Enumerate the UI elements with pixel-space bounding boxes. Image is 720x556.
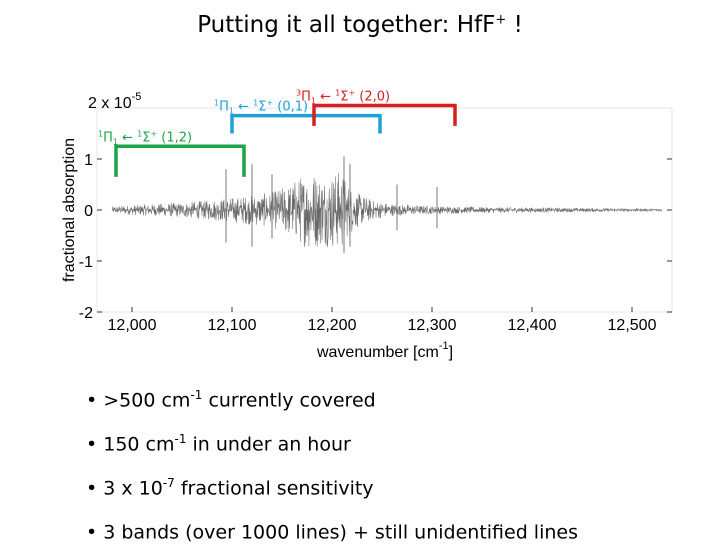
y-tick-label: -2	[79, 305, 93, 322]
y-tick-label: 1	[84, 152, 93, 169]
slide-title-superscript: +	[495, 12, 507, 28]
x-tick-label: 12,300	[408, 317, 457, 334]
bullet-text-end: currently covered	[202, 389, 376, 412]
band-0-1: 1Π1 ← 1Σ+ (0,1)	[214, 99, 382, 134]
x-tick-label: 12,100	[208, 317, 257, 334]
band-1-2-bracket	[114, 144, 246, 177]
y-multiplier-base: 2 x 10	[88, 95, 132, 112]
x-tick-label: 12,500	[608, 317, 657, 334]
bullet-superscript: -7	[162, 476, 175, 490]
bullet-superscript: -1	[174, 432, 187, 446]
y-multiplier-label: 2 x 10-5	[88, 91, 141, 112]
bullet-list: • >500 cm-1 currently covered • 150 cm-1…	[86, 380, 578, 556]
band-2-0: 3Π1 ← 1Σ+ (2,0)	[296, 88, 457, 126]
x-axis-label: wavenumber [cm-1]	[316, 340, 453, 361]
band-0-1-label: 1Π1 ← 1Σ+ (0,1)	[214, 99, 308, 116]
bullet-text: • 150 cm	[86, 433, 175, 456]
x-tick-label: 12,200	[308, 317, 357, 334]
bullet-text: • 3 x 10	[86, 477, 163, 500]
bullet-text-end: fractional sensitivity	[174, 477, 374, 500]
x-axis-label-end: ]	[449, 344, 453, 361]
bullet-text: • >500 cm	[86, 389, 191, 412]
x-axis-label-base: wavenumber [cm	[316, 344, 439, 361]
spectrum-line	[111, 172, 663, 248]
band-2-0-label: 3Π1 ← 1Σ+ (2,0)	[296, 88, 390, 105]
bullet-item: • 150 cm-1 in under an hour	[86, 424, 578, 468]
band-annotations: 1Π1 ← 1Σ+ (1,2) 1Π1 ← 1Σ+ (0,1)3Π1 ← 1Σ+ …	[98, 88, 457, 177]
bullet-item: • 3 bands (over 1000 lines) + still unid…	[86, 512, 578, 556]
slide-title-end: !	[506, 12, 523, 38]
y-multiplier-exponent: -5	[132, 91, 142, 103]
y-tick-label: 0	[84, 203, 93, 220]
x-axis-label-exponent: -1	[439, 340, 449, 352]
bullet-item: • 3 x 10-7 fractional sensitivity	[86, 468, 578, 512]
axes: -2 -1 0 1 12,000 12,100 12,200 12,300 12,400 12,5…	[79, 152, 672, 334]
bullet-item: • >500 cm-1 currently covered	[86, 380, 578, 424]
spectrum-trace	[111, 156, 663, 253]
bullet-text-end: in under an hour	[186, 433, 351, 456]
bullet-text: • 3 bands (over 1000 lines) + still unid…	[86, 521, 578, 544]
spectrum-chart: -2 -1 0 1 12,000 12,100 12,200 12,300 12,400 12,5…	[61, 88, 673, 361]
slide-title: Putting it all together: HfF+ !	[0, 12, 720, 38]
y-axis-label: fractional absorption	[61, 138, 78, 282]
band-1-2-label: 1Π1 ← 1Σ+ (1,2)	[98, 129, 192, 146]
x-tick-label: 12,400	[508, 317, 557, 334]
bullet-superscript: -1	[190, 388, 203, 402]
slide-title-text: Putting it all together: HfF	[197, 12, 496, 38]
band-2-0-bracket	[312, 103, 457, 126]
band-1-2: 1Π1 ← 1Σ+ (1,2)	[98, 129, 246, 177]
y-tick-label: -1	[79, 254, 93, 271]
x-tick-label: 12,000	[108, 317, 157, 334]
band-0-1-bracket	[230, 113, 382, 134]
